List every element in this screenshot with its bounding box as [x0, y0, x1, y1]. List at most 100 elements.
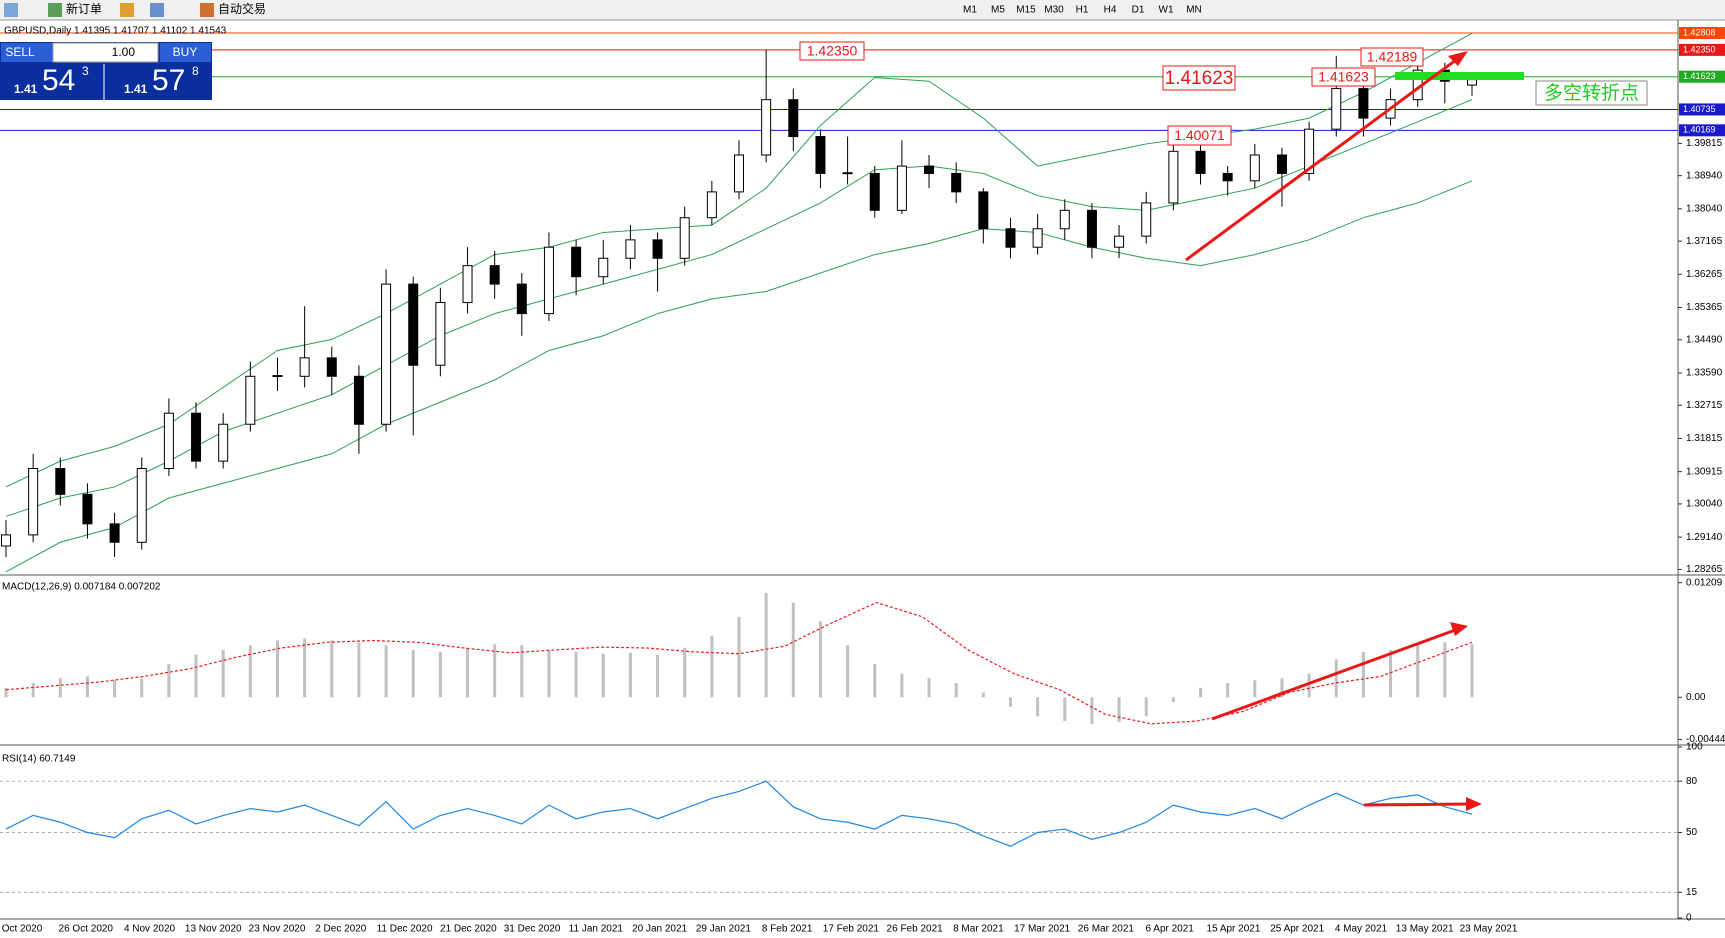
- candle-body: [1276, 154, 1287, 174]
- x-tick-label: 15 Apr 2021: [1206, 924, 1260, 935]
- candle-body: [1114, 235, 1125, 248]
- x-tick-label: 13 Nov 2020: [185, 924, 242, 935]
- candle-body: [1032, 228, 1043, 248]
- x-tick-label: 26 Feb 2021: [887, 924, 944, 935]
- timeframe[interactable]: D1: [1132, 5, 1145, 16]
- arrow-head: [1466, 797, 1482, 811]
- candle-body: [543, 246, 554, 315]
- macd-bar: [85, 676, 89, 698]
- trend-arrow: [1185, 55, 1461, 262]
- y-tick-label: 1.38040: [1686, 203, 1723, 214]
- candle-body: [381, 283, 392, 425]
- buy-prefix: 1.41: [124, 82, 148, 96]
- candle-body: [1, 534, 11, 547]
- green-zone: [1395, 72, 1524, 80]
- level-tag: [1679, 43, 1725, 56]
- icon[interactable]: [48, 3, 62, 17]
- x-tick-label: 21 Dec 2020: [440, 924, 497, 935]
- candle-body: [788, 99, 799, 138]
- candle-body: [82, 493, 93, 525]
- icon[interactable]: [150, 3, 164, 17]
- candle-body: [761, 99, 772, 156]
- y-tick-label: 50: [1686, 827, 1698, 838]
- x-tick-label: 31 Dec 2020: [504, 924, 561, 935]
- macd-bar: [520, 645, 524, 698]
- auto-trade[interactable]: 自动交易: [218, 1, 266, 16]
- y-tick-label: 1.30040: [1686, 499, 1723, 510]
- x-tick-label: 8 Feb 2021: [762, 924, 813, 935]
- timeframe[interactable]: H4: [1104, 5, 1117, 16]
- candle-body: [734, 154, 744, 193]
- candle-body: [1249, 154, 1260, 182]
- timeframe[interactable]: M1: [963, 5, 977, 16]
- buy-big: 57: [152, 64, 185, 97]
- level-tag: [1679, 26, 1725, 39]
- y-tick-label: 100: [1686, 742, 1703, 753]
- macd-bar: [194, 654, 198, 698]
- sell-label[interactable]: SELL: [5, 45, 35, 59]
- candle-body: [272, 375, 283, 378]
- timeframe[interactable]: W1: [1159, 5, 1174, 16]
- candle-body: [978, 191, 989, 230]
- macd-arrow: [1211, 627, 1459, 721]
- y-tick-label: 1.28265: [1686, 564, 1723, 575]
- x-tick-label: 4 May 2021: [1335, 924, 1388, 935]
- y-tick-label: 1.33590: [1686, 368, 1723, 379]
- macd-bar: [1334, 659, 1338, 698]
- candle-body: [489, 265, 500, 285]
- timeframe[interactable]: M15: [1016, 5, 1036, 16]
- candle-body: [598, 257, 609, 278]
- timeframe[interactable]: M30: [1044, 5, 1064, 16]
- y-tick-label: 1.38940: [1686, 170, 1723, 181]
- icon[interactable]: [200, 3, 214, 17]
- macd-bar: [791, 602, 795, 698]
- annotation-box: [1535, 80, 1648, 106]
- candle-body: [1005, 228, 1016, 248]
- x-tick-label: 17 Feb 2021: [823, 924, 880, 935]
- annotation-box: [1167, 125, 1232, 146]
- buy-sup: 8: [192, 64, 199, 78]
- macd-bar: [1171, 697, 1175, 703]
- x-tick-label: 13 May 2021: [1396, 924, 1454, 935]
- x-tick-label: 11 Jan 2021: [569, 924, 624, 935]
- x-tick-label: 29 Jan 2021: [696, 924, 751, 935]
- icon[interactable]: [4, 3, 18, 17]
- macd-bar: [275, 640, 279, 698]
- annotation: 1.41623: [1165, 68, 1234, 89]
- buy-label[interactable]: BUY: [173, 45, 198, 59]
- candle-body: [1304, 128, 1315, 174]
- timeframe[interactable]: H1: [1076, 5, 1089, 16]
- timeframe[interactable]: MN: [1186, 5, 1202, 16]
- level-tag: [1679, 103, 1725, 116]
- y-tick-label: 1.37165: [1686, 236, 1723, 247]
- new-order[interactable]: 新订单: [66, 1, 102, 16]
- sell-big: 54: [42, 64, 75, 97]
- macd-bar: [818, 621, 822, 698]
- macd-bar: [113, 680, 117, 698]
- candle-body: [109, 523, 120, 543]
- annotation-box: [1311, 67, 1376, 87]
- macd-bar: [221, 649, 225, 698]
- y-tick-label: 1.34490: [1686, 334, 1723, 345]
- timeframe[interactable]: M5: [991, 5, 1005, 16]
- sell-button[interactable]: [1, 43, 53, 62]
- x-tick-label: Oct 2020: [2, 924, 43, 935]
- drawings: [1185, 51, 1524, 811]
- annotation-box: [799, 41, 865, 61]
- y-tick-label: 1.36265: [1686, 269, 1723, 280]
- level-label: 1.40169: [1683, 125, 1716, 135]
- macd-bar: [466, 648, 470, 698]
- buy-button[interactable]: [160, 43, 211, 62]
- icon[interactable]: [120, 3, 134, 17]
- macd-bar: [357, 642, 361, 698]
- y-tick-label: 1.30915: [1686, 466, 1723, 477]
- candle-body: [299, 357, 310, 377]
- macd-bar: [656, 654, 660, 698]
- candle-body: [462, 265, 473, 304]
- annotation: 1.42189: [1367, 49, 1418, 65]
- lots-input[interactable]: [52, 42, 159, 63]
- lots[interactable]: 1.00: [112, 45, 136, 59]
- macd-bar: [1361, 651, 1365, 698]
- sell-prefix: 1.41: [14, 82, 38, 96]
